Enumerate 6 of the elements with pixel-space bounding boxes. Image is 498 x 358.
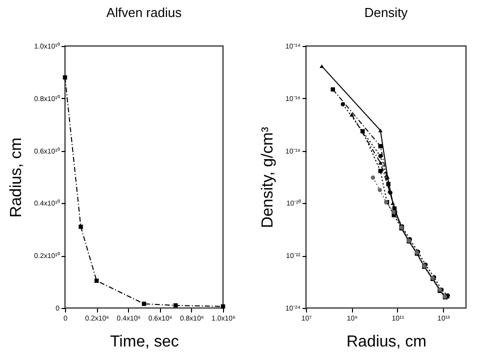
x-axis-title: Radius, cm xyxy=(346,334,427,350)
chart-title: Alfven radius xyxy=(106,5,182,20)
y-axis-title: Radius, cm xyxy=(8,137,26,218)
chart-title: Density xyxy=(364,5,408,20)
x-axis-title: Time, sec xyxy=(110,334,179,350)
y-axis-title: Density, g/cm³ xyxy=(259,126,276,228)
